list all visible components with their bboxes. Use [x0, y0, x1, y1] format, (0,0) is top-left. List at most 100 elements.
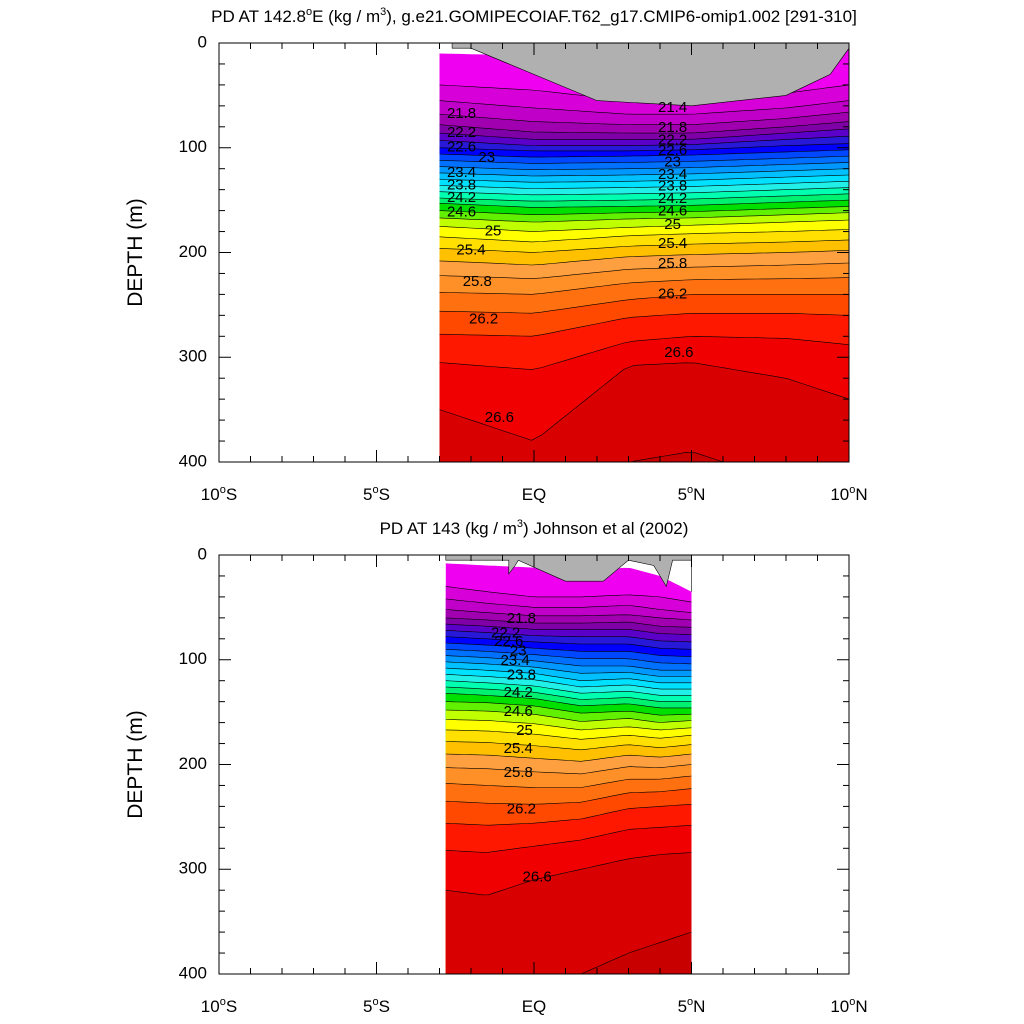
contour-line: [445, 636, 692, 650]
x-tick-degree: o: [220, 484, 226, 496]
contour-label: 25: [516, 722, 533, 739]
contour-label: 23: [478, 149, 495, 166]
contour-line: [445, 788, 692, 805]
contour-line: [445, 693, 692, 709]
contour-line: [439, 277, 849, 295]
contour-line: [439, 121, 849, 134]
x-tick-number: 10: [830, 997, 849, 1016]
contour-line: [445, 598, 692, 613]
contour-label: 23.4: [447, 164, 476, 181]
contour-line: [445, 764, 692, 775]
x-tick-label: EQ: [522, 485, 547, 504]
contour-line: [439, 294, 849, 314]
contour-line: [439, 100, 849, 115]
contour-line: [439, 187, 849, 196]
x-tick-hemisphere: N: [693, 997, 705, 1016]
contour-label: 26.6: [664, 344, 693, 361]
x-tick-number: EQ: [522, 997, 547, 1016]
title-text: PD AT 143 (kg / m: [380, 519, 517, 538]
density-band-26.6: [439, 362, 849, 462]
contour-label: 21.8: [447, 105, 476, 122]
x-tick-number: 5: [363, 485, 372, 504]
y-tick-label: 100: [179, 137, 207, 156]
contour-line: [439, 336, 849, 370]
title-superscript: 3: [517, 518, 523, 530]
contour-line: [445, 852, 692, 896]
contour-line: [439, 174, 849, 183]
contour-line: [445, 686, 692, 702]
contour-line: [439, 229, 849, 243]
x-tick-label: 10oS: [201, 996, 237, 1016]
contour-line: [439, 181, 849, 189]
contour-line: [631, 452, 725, 462]
contour-label: 25.4: [658, 235, 687, 252]
contour-label: 26.6: [523, 869, 552, 886]
title-superscript: 3: [380, 6, 386, 18]
contour-line: [445, 825, 692, 853]
contour-line: [445, 741, 692, 751]
contour-line: [439, 111, 849, 125]
contour-label: 25.8: [658, 255, 687, 272]
chart-panel-2: PD AT 143 (kg / m3) Johnson et al (2002)…: [124, 518, 868, 1016]
contour-line: [445, 630, 692, 643]
y-tick-label: 200: [179, 754, 207, 773]
contour-label: 25: [664, 216, 681, 233]
contour-line: [445, 617, 692, 628]
x-tick-label: 5oS: [363, 996, 390, 1016]
contour-field: [445, 555, 692, 974]
contour-label: 25.4: [504, 740, 533, 757]
x-tick-number: 10: [201, 485, 220, 504]
x-tick-degree: o: [373, 996, 379, 1008]
contour-line: [439, 262, 849, 279]
contour-label: 26.2: [507, 801, 536, 818]
x-tick-number: EQ: [522, 485, 547, 504]
contour-label: 24.2: [504, 684, 533, 701]
chart-title: PD AT 142.8oE (kg / m3), g.e21.GOMIPECOI…: [211, 6, 857, 26]
x-tick-degree: o: [849, 484, 855, 496]
x-tick-hemisphere: S: [379, 485, 390, 504]
x-tick-label: 5oS: [363, 484, 390, 504]
x-tick-degree: o: [373, 484, 379, 496]
x-tick-hemisphere: N: [855, 997, 867, 1016]
contour-line: [439, 362, 849, 441]
contour-line: [439, 239, 849, 253]
title-text: ), g.e21.GOMIPECOIAF.T62_g17.CMIP6-omip1…: [386, 7, 857, 26]
x-tick-degree: o: [687, 996, 693, 1008]
x-tick-hemisphere: S: [226, 997, 237, 1016]
contour-label: 26.2: [658, 285, 687, 302]
x-tick-degree: o: [849, 996, 855, 1008]
density-band-26.6: [445, 852, 692, 974]
x-tick-number: 5: [363, 997, 372, 1016]
y-axis-label: DEPTH (m): [124, 198, 147, 307]
x-tick-label: 10oN: [830, 484, 867, 504]
title-text: PD AT 142.8: [211, 7, 306, 26]
contour-line: [445, 680, 692, 696]
contour-label: 26.2: [469, 311, 498, 328]
contour-line: [445, 753, 692, 762]
y-tick-label: 400: [179, 451, 207, 470]
contour-label: 24.2: [447, 189, 476, 206]
x-tick-label: 10oN: [830, 996, 867, 1016]
contour-label: 24.6: [447, 204, 476, 221]
y-tick-label: 0: [198, 32, 207, 51]
contour-label: 22.2: [658, 131, 687, 148]
y-tick-label: 300: [179, 347, 207, 366]
contour-line: [445, 667, 692, 684]
density-band-26.8: [581, 932, 692, 974]
contour-label: 22.6: [658, 142, 687, 159]
contour-line: [439, 199, 849, 208]
y-axis-label: DEPTH (m): [124, 710, 147, 819]
contour-line: [445, 775, 692, 788]
contour-label: 23.4: [500, 652, 529, 669]
contour-line: [445, 649, 692, 665]
contour-label: 24.6: [504, 703, 533, 720]
contour-label: 23.8: [447, 176, 476, 193]
title-degree: o: [306, 6, 312, 18]
x-tick-number: 5: [678, 485, 687, 504]
contour-line: [445, 655, 692, 671]
contour-line: [445, 804, 692, 826]
contour-label: 23.4: [658, 166, 687, 183]
chart-title: PD AT 143 (kg / m3) Johnson et al (2002): [380, 518, 689, 538]
land-mask: [445, 555, 692, 592]
contour-line: [439, 149, 849, 158]
